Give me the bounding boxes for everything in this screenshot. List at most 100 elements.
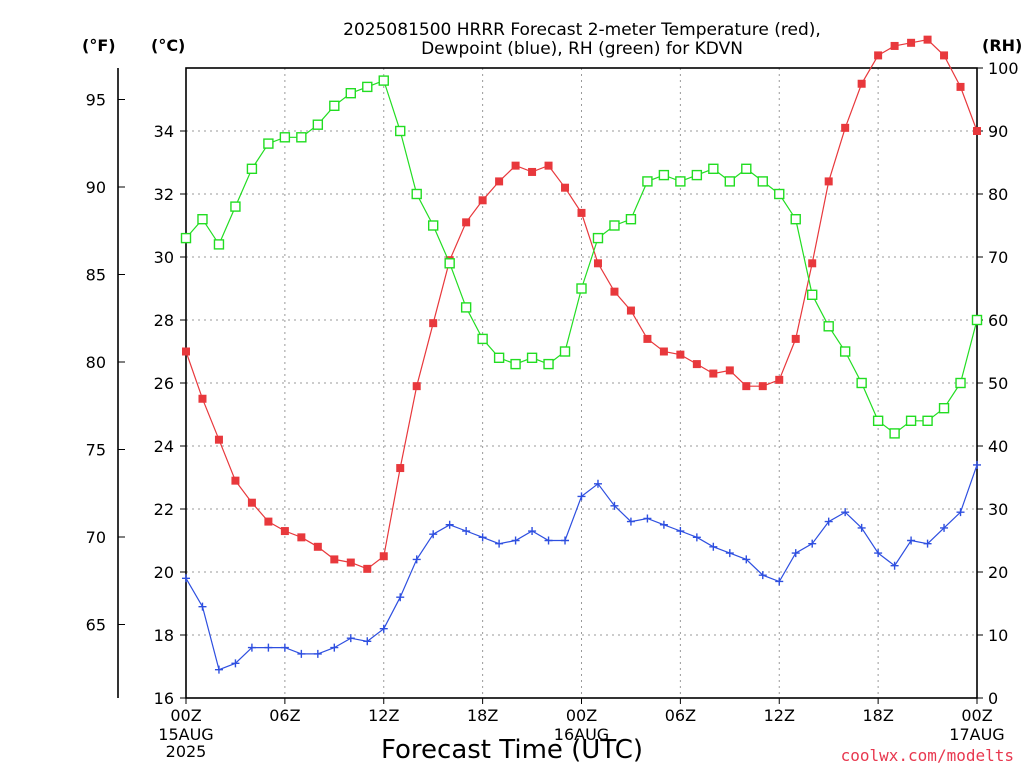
fahrenheit-tick-label: 70 bbox=[86, 528, 106, 547]
data-point bbox=[444, 258, 455, 269]
data-point bbox=[544, 161, 553, 170]
data-point bbox=[411, 188, 422, 200]
data-point bbox=[643, 334, 652, 343]
celsius-tick-label: 30 bbox=[154, 248, 174, 267]
data-point bbox=[559, 346, 571, 357]
data-point bbox=[462, 218, 471, 227]
data-point bbox=[493, 352, 505, 363]
data-point bbox=[296, 132, 307, 143]
data-point bbox=[774, 188, 785, 200]
x-tick-label: 00Z bbox=[170, 706, 201, 725]
fahrenheit-tick-label: 65 bbox=[86, 616, 106, 635]
data-point bbox=[709, 542, 718, 551]
data-point bbox=[610, 287, 619, 296]
rh-tick-label: 100 bbox=[988, 59, 1019, 78]
data-point bbox=[198, 394, 207, 403]
rh-tick-label: 60 bbox=[988, 311, 1008, 330]
fahrenheit-tick-label: 80 bbox=[86, 353, 106, 372]
data-point bbox=[692, 360, 701, 369]
data-point bbox=[625, 213, 637, 225]
data-point bbox=[658, 169, 670, 181]
series-rh bbox=[180, 75, 983, 439]
data-point bbox=[857, 523, 866, 532]
x-tick-label: 00Z bbox=[961, 706, 992, 725]
data-point bbox=[379, 552, 388, 561]
data-point bbox=[412, 555, 421, 564]
data-point bbox=[460, 302, 472, 313]
data-point bbox=[889, 428, 900, 439]
data-point bbox=[478, 533, 487, 542]
data-point bbox=[297, 649, 306, 658]
data-point bbox=[478, 196, 487, 205]
x-tick-label: 12Z bbox=[368, 706, 399, 725]
rh-tick-label: 40 bbox=[988, 437, 1008, 456]
data-point bbox=[741, 163, 752, 175]
rh-tick-label: 90 bbox=[988, 122, 1008, 141]
data-point bbox=[180, 232, 192, 244]
data-point bbox=[609, 220, 620, 231]
fahrenheit-tick-label: 75 bbox=[86, 441, 106, 460]
data-point bbox=[412, 382, 421, 391]
data-point bbox=[856, 377, 867, 389]
data-point bbox=[396, 593, 405, 602]
data-point bbox=[395, 125, 406, 137]
data-point bbox=[593, 479, 602, 488]
data-point bbox=[790, 213, 801, 225]
data-point bbox=[808, 259, 817, 268]
data-point bbox=[676, 527, 685, 536]
data-point bbox=[429, 319, 438, 328]
celsius-tick-label: 26 bbox=[154, 374, 174, 393]
data-point bbox=[938, 403, 950, 414]
data-point bbox=[857, 79, 866, 88]
data-point bbox=[742, 555, 751, 564]
fahrenheit-axis-unit: (°F) bbox=[82, 36, 116, 55]
data-point bbox=[956, 508, 965, 517]
data-point bbox=[791, 549, 800, 558]
data-point bbox=[198, 602, 207, 611]
data-point bbox=[907, 38, 916, 47]
data-point bbox=[477, 333, 488, 345]
data-point bbox=[247, 498, 256, 507]
data-point bbox=[561, 183, 570, 192]
data-point bbox=[363, 564, 372, 573]
data-point bbox=[823, 321, 834, 332]
data-point bbox=[824, 177, 833, 186]
data-point bbox=[923, 35, 932, 44]
data-point bbox=[329, 100, 340, 112]
data-point bbox=[973, 127, 981, 135]
data-point bbox=[313, 649, 322, 658]
celsius-axis-unit: (°C) bbox=[151, 36, 185, 55]
data-point bbox=[462, 527, 471, 536]
data-series bbox=[180, 35, 983, 674]
data-point bbox=[890, 41, 899, 50]
data-point bbox=[940, 523, 949, 532]
data-point bbox=[940, 51, 949, 60]
celsius-tick-label: 34 bbox=[154, 122, 174, 141]
data-point bbox=[313, 542, 322, 551]
data-point bbox=[955, 377, 966, 389]
data-point bbox=[379, 624, 388, 633]
credit-text: coolwx.com/modelts bbox=[841, 746, 1014, 765]
data-point bbox=[214, 665, 223, 674]
data-point bbox=[807, 289, 818, 300]
data-point bbox=[264, 643, 273, 652]
data-point bbox=[297, 533, 306, 542]
data-point bbox=[577, 492, 586, 501]
data-point bbox=[659, 520, 668, 529]
data-point bbox=[593, 259, 602, 268]
data-point bbox=[280, 527, 289, 536]
x-tick-label: 18Z bbox=[862, 706, 893, 725]
data-point bbox=[346, 558, 355, 567]
data-point bbox=[725, 549, 734, 558]
data-point bbox=[692, 533, 701, 542]
x-tick-label: 18Z bbox=[467, 706, 498, 725]
celsius-tick-label: 24 bbox=[154, 437, 174, 456]
celsius-tick-label: 16 bbox=[154, 689, 174, 708]
rh-axis-unit: (RH) bbox=[982, 36, 1022, 55]
data-point bbox=[973, 460, 981, 469]
data-point bbox=[213, 239, 225, 250]
data-point bbox=[264, 517, 273, 526]
data-point bbox=[246, 163, 258, 175]
